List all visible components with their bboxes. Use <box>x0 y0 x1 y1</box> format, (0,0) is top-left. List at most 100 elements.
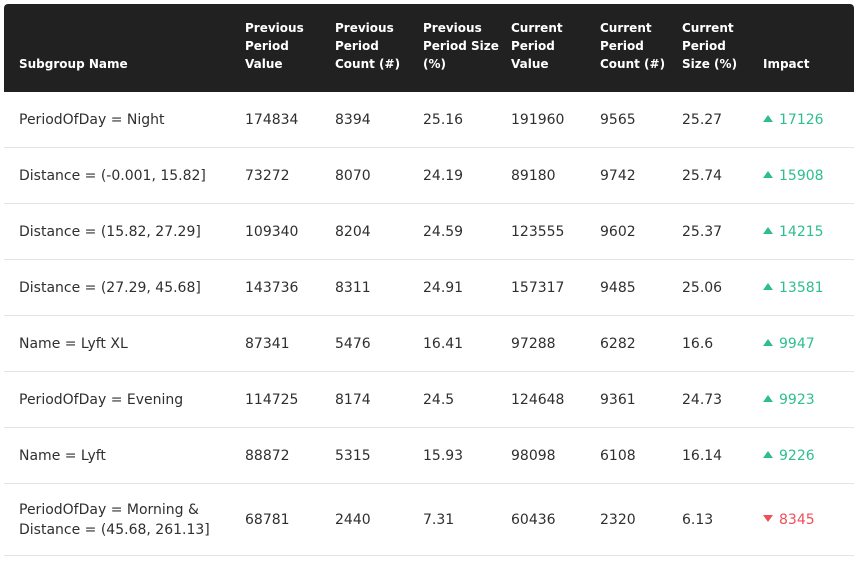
table-row: PeriodOfDay = Evening 114725 8174 24.5 12464… <box>4 372 854 428</box>
previous-size-cell: 16.41 <box>423 316 511 372</box>
triangle-up-icon <box>763 227 773 234</box>
column-header-current-period-size[interactable]: Current Period Size (%) <box>682 4 763 92</box>
column-header-previous-period-size[interactable]: Previous Period Size (%) <box>423 4 511 92</box>
previous-count-cell: 8311 <box>335 260 423 316</box>
previous-value-cell: 114725 <box>245 372 335 428</box>
current-value-cell: 123555 <box>511 204 600 260</box>
current-count-cell: 9361 <box>600 372 682 428</box>
current-count-cell: 9742 <box>600 148 682 204</box>
previous-count-cell: 5476 <box>335 316 423 372</box>
column-header-current-period-value[interactable]: Current Period Value <box>511 4 600 92</box>
previous-count-cell: 8394 <box>335 92 423 148</box>
impact-cell: 9226 <box>763 428 854 484</box>
subgroup-name-cell: PeriodOfDay = Night <box>4 92 245 148</box>
impact-value: 8345 <box>779 511 815 528</box>
current-size-cell: 25.37 <box>682 204 763 260</box>
current-count-cell: 2320 <box>600 484 682 556</box>
column-header-current-period-count[interactable]: Current Period Count (#) <box>600 4 682 92</box>
previous-size-cell: 24.5 <box>423 372 511 428</box>
subgroup-impact-table: Subgroup Name Previous Period Value Prev… <box>4 4 854 556</box>
current-value-cell: 89180 <box>511 148 600 204</box>
current-size-cell: 25.27 <box>682 92 763 148</box>
impact-value: 15908 <box>779 167 824 184</box>
triangle-down-icon <box>763 515 773 522</box>
subgroup-name-cell: PeriodOfDay = Morning & Distance = (45.6… <box>4 484 245 556</box>
impact-value: 13581 <box>779 279 824 296</box>
table-header: Subgroup Name Previous Period Value Prev… <box>4 4 854 92</box>
impact-cell: 17126 <box>763 92 854 148</box>
current-size-cell: 6.13 <box>682 484 763 556</box>
subgroup-name-cell: Distance = (15.82, 27.29] <box>4 204 245 260</box>
current-value-cell: 157317 <box>511 260 600 316</box>
impact-cell: 9947 <box>763 316 854 372</box>
table-row: Name = Lyft XL 87341 5476 16.41 97288 6282 16.… <box>4 316 854 372</box>
current-value-cell: 191960 <box>511 92 600 148</box>
previous-count-cell: 8070 <box>335 148 423 204</box>
column-header-subgroup-name[interactable]: Subgroup Name <box>4 4 245 92</box>
column-header-previous-period-value[interactable]: Previous Period Value <box>245 4 335 92</box>
current-count-cell: 6282 <box>600 316 682 372</box>
table-row: PeriodOfDay = Morning & Distance = (45.6… <box>4 484 854 556</box>
subgroup-name-cell: Name = Lyft <box>4 428 245 484</box>
previous-count-cell: 8204 <box>335 204 423 260</box>
triangle-up-icon <box>763 451 773 458</box>
impact-cell: 14215 <box>763 204 854 260</box>
current-size-cell: 25.06 <box>682 260 763 316</box>
table-row: Distance = (-0.001, 15.82] 73272 8070 24.19… <box>4 148 854 204</box>
triangle-up-icon <box>763 395 773 402</box>
impact-value: 17126 <box>779 111 824 128</box>
table-row: Distance = (27.29, 45.68] 143736 8311 24.91… <box>4 260 854 316</box>
previous-size-cell: 24.59 <box>423 204 511 260</box>
previous-count-cell: 2440 <box>335 484 423 556</box>
impact-value: 9923 <box>779 391 815 408</box>
subgroup-name-cell: Distance = (27.29, 45.68] <box>4 260 245 316</box>
previous-size-cell: 7.31 <box>423 484 511 556</box>
impact-cell: 9923 <box>763 372 854 428</box>
impact-cell: 8345 <box>763 484 854 556</box>
previous-value-cell: 68781 <box>245 484 335 556</box>
header-row: Subgroup Name Previous Period Value Prev… <box>4 4 854 92</box>
subgroup-name-cell: Distance = (-0.001, 15.82] <box>4 148 245 204</box>
current-count-cell: 9565 <box>600 92 682 148</box>
subgroup-name-cell: PeriodOfDay = Evening <box>4 372 245 428</box>
current-size-cell: 25.74 <box>682 148 763 204</box>
table-row: PeriodOfDay = Night 174834 8394 25.16 191960… <box>4 92 854 148</box>
subgroup-name-cell: Name = Lyft XL <box>4 316 245 372</box>
impact-cell: 15908 <box>763 148 854 204</box>
impact-value: 9226 <box>779 447 815 464</box>
current-value-cell: 60436 <box>511 484 600 556</box>
previous-value-cell: 88872 <box>245 428 335 484</box>
current-size-cell: 16.14 <box>682 428 763 484</box>
previous-size-cell: 25.16 <box>423 92 511 148</box>
current-value-cell: 98098 <box>511 428 600 484</box>
impact-value: 9947 <box>779 335 815 352</box>
subgroup-impact-table-container: Subgroup Name Previous Period Value Prev… <box>4 4 854 556</box>
current-count-cell: 9485 <box>600 260 682 316</box>
impact-value: 14215 <box>779 223 824 240</box>
table-row: Name = Lyft 88872 5315 15.93 98098 6108 16.14 9… <box>4 428 854 484</box>
triangle-up-icon <box>763 283 773 290</box>
triangle-up-icon <box>763 115 773 122</box>
previous-value-cell: 73272 <box>245 148 335 204</box>
current-count-cell: 9602 <box>600 204 682 260</box>
column-header-previous-period-count[interactable]: Previous Period Count (#) <box>335 4 423 92</box>
current-size-cell: 24.73 <box>682 372 763 428</box>
current-value-cell: 124648 <box>511 372 600 428</box>
previous-value-cell: 109340 <box>245 204 335 260</box>
previous-value-cell: 87341 <box>245 316 335 372</box>
impact-cell: 13581 <box>763 260 854 316</box>
previous-size-cell: 15.93 <box>423 428 511 484</box>
previous-size-cell: 24.91 <box>423 260 511 316</box>
previous-value-cell: 174834 <box>245 92 335 148</box>
previous-count-cell: 5315 <box>335 428 423 484</box>
current-value-cell: 97288 <box>511 316 600 372</box>
column-header-impact[interactable]: Impact <box>763 4 854 92</box>
current-count-cell: 6108 <box>600 428 682 484</box>
triangle-up-icon <box>763 339 773 346</box>
table-row: Distance = (15.82, 27.29] 109340 8204 24.59… <box>4 204 854 260</box>
current-size-cell: 16.6 <box>682 316 763 372</box>
previous-count-cell: 8174 <box>335 372 423 428</box>
table-body: PeriodOfDay = Night 174834 8394 25.16 191960… <box>4 92 854 556</box>
triangle-up-icon <box>763 171 773 178</box>
previous-size-cell: 24.19 <box>423 148 511 204</box>
